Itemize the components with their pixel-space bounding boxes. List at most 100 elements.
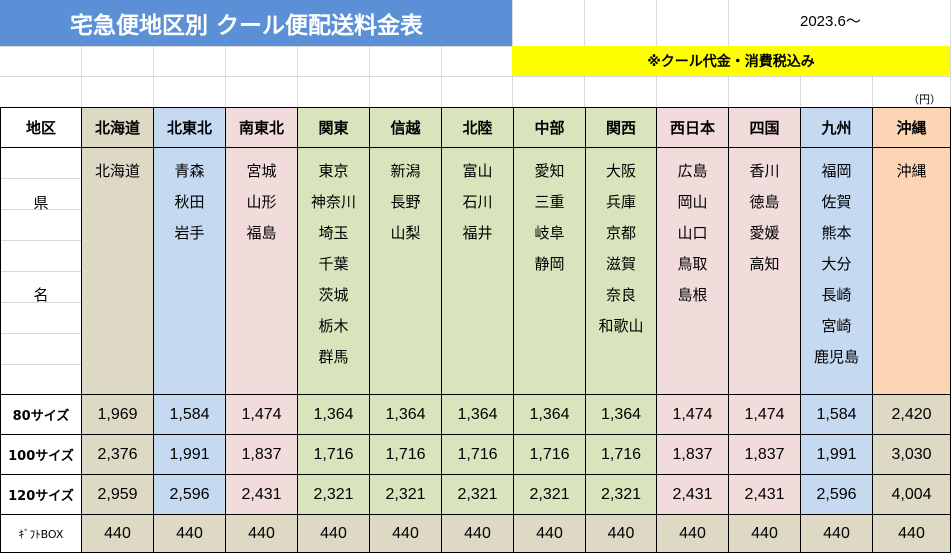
prefecture-name: 奈良: [605, 286, 636, 304]
prefecture-name: 北海道: [94, 162, 140, 180]
gridline: [297, 46, 298, 108]
gridline: [872, 76, 873, 108]
price-note: ※クール代金・消費税込み: [512, 46, 950, 76]
prefecture-name: 島根: [677, 286, 708, 304]
prefecture-label-cell: 県 名: [0, 147, 82, 395]
price-cell: 1,584: [153, 394, 226, 435]
gridline: [800, 76, 801, 108]
size-label: ｷﾞﾌﾄBOX: [0, 514, 82, 553]
price-cell: 2,420: [872, 394, 951, 435]
gridline: [0, 46, 512, 47]
region-header: 関西: [585, 107, 657, 148]
prefecture-list: 青森 秋田 岩手: [153, 147, 226, 395]
prefecture-name: 長崎: [821, 286, 852, 304]
prefecture-name: 長野: [390, 193, 421, 211]
price-cell: 1,716: [513, 434, 586, 475]
prefecture-name: 新潟: [390, 162, 421, 180]
prefecture-list: 広島 岡山 山口 鳥取 島根: [656, 147, 729, 395]
region-header: 南東北: [225, 107, 298, 148]
region-header-row: 地区 北海道 北東北 南東北 関東 信越 北陸 中部 関西 西日本 四国 九州 …: [0, 107, 951, 148]
prefecture-name: 山梨: [390, 224, 421, 242]
prefecture-name: 宮崎: [821, 317, 852, 335]
price-cell: 2,959: [81, 474, 154, 515]
price-cell: 1,991: [153, 434, 226, 475]
price-cell: 1,716: [441, 434, 514, 475]
price-cell: 2,431: [656, 474, 729, 515]
prefecture-list: 宮城 山形 福島: [225, 147, 298, 395]
prefecture-name: 愛媛: [749, 224, 780, 242]
region-header: 西日本: [656, 107, 729, 148]
prefecture-name: 石川: [462, 193, 493, 211]
prefecture-name: 福井: [462, 224, 493, 242]
prefecture-name: 福岡: [821, 162, 852, 180]
price-cell: 2,431: [728, 474, 801, 515]
prefecture-list: 東京 神奈川 埼玉 千葉 茨城 栃木 群馬: [297, 147, 370, 395]
price-cell: 1,716: [297, 434, 370, 475]
price-cell: 2,431: [225, 474, 298, 515]
prefecture-name: 静岡: [534, 255, 565, 273]
price-cell: 440: [800, 514, 873, 553]
effective-date: 2023.6～: [800, 13, 861, 30]
price-cell: 2,321: [297, 474, 370, 515]
prefecture-label-bottom: 名: [33, 286, 49, 304]
gridline: [441, 46, 442, 108]
prefecture-name: 岡山: [677, 193, 708, 211]
price-cell: 440: [297, 514, 370, 553]
prefecture-name: 鳥取: [677, 255, 708, 273]
region-header: 北東北: [153, 107, 226, 148]
region-header: 四国: [728, 107, 801, 148]
prefecture-list: 福岡 佐賀 熊本 大分 長崎 宮崎 鹿児島: [800, 147, 873, 395]
price-cell: 1,837: [728, 434, 801, 475]
price-cell: 440: [441, 514, 514, 553]
price-cell: 440: [656, 514, 729, 553]
prefecture-name: 千葉: [318, 255, 349, 273]
prefecture-list: 富山 石川 福井: [441, 147, 514, 395]
region-header: 信越: [369, 107, 442, 148]
prefecture-name: 宮城: [246, 162, 277, 180]
price-cell: 1,474: [225, 394, 298, 435]
region-header: 北陸: [441, 107, 514, 148]
prefecture-name: 茨城: [318, 286, 349, 304]
gridline: [369, 46, 370, 108]
currency-unit: （円）: [908, 93, 941, 106]
prefecture-name: 鹿児島: [813, 348, 859, 366]
prefecture-label-top: 県: [33, 194, 49, 212]
price-cell: 440: [369, 514, 442, 553]
prefecture-name: 香川: [749, 162, 780, 180]
region-header: 関東: [297, 107, 370, 148]
prefecture-name: 佐賀: [821, 193, 852, 211]
spreadsheet-header-area: 宅急便地区別 クール便配送料金表 2023.6～ ※クール代金・消費税込み （円…: [0, 0, 951, 108]
price-cell: 440: [872, 514, 951, 553]
prefecture-name: 岩手: [174, 224, 205, 242]
price-cell: 440: [225, 514, 298, 553]
price-cell: 2,596: [153, 474, 226, 515]
prefecture-name: 三重: [534, 193, 565, 211]
region-label: 地区: [0, 107, 82, 148]
prefecture-list: 新潟 長野 山梨: [369, 147, 442, 395]
size-label: 80サイズ: [0, 394, 82, 435]
gridline: [153, 46, 154, 108]
price-cell: 2,321: [441, 474, 514, 515]
prefecture-name: 徳島: [749, 193, 780, 211]
prefecture-name: 兵庫: [605, 193, 636, 211]
prefecture-name: 神奈川: [310, 193, 356, 211]
price-cell: 1,364: [441, 394, 514, 435]
price-cell: 2,321: [369, 474, 442, 515]
gridline: [81, 46, 82, 108]
region-header: 九州: [800, 107, 873, 148]
prefecture-name: 栃木: [318, 317, 349, 335]
prefecture-name: 岐阜: [534, 224, 565, 242]
gridline: [728, 0, 729, 46]
prefecture-name: 青森: [174, 162, 205, 180]
price-cell: 2,596: [800, 474, 873, 515]
price-cell: 1,837: [225, 434, 298, 475]
price-cell: 1,364: [369, 394, 442, 435]
size-label: 120サイズ: [0, 474, 82, 515]
prefecture-name: 沖縄: [896, 162, 927, 180]
prefecture-name: 大分: [821, 255, 852, 273]
prefecture-name: 秋田: [174, 193, 205, 211]
price-cell: 2,321: [513, 474, 586, 515]
gridline: [656, 0, 657, 46]
price-cell: 1,716: [585, 434, 657, 475]
price-cell: 1,969: [81, 394, 154, 435]
